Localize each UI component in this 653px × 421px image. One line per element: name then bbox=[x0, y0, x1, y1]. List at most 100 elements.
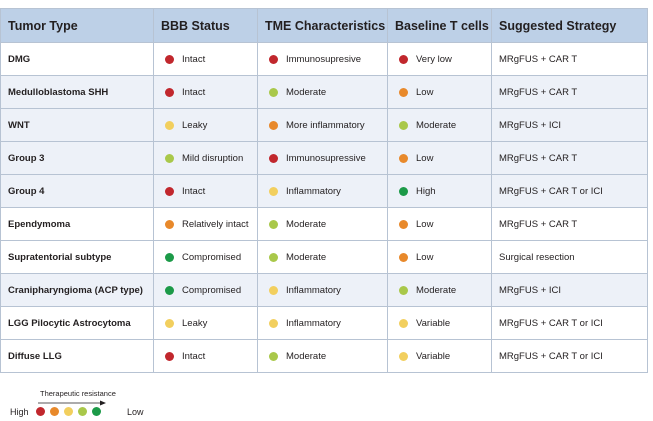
tme-cell: Inflammatory bbox=[257, 273, 388, 307]
tumor-type-cell: Cranipharyngioma (ACP type) bbox=[0, 273, 154, 307]
bbb-status-cell-text: Leaky bbox=[182, 317, 208, 329]
table-row: Supratentorial subtype Compromised Moderat… bbox=[0, 240, 648, 274]
arrow-right-icon bbox=[38, 400, 106, 406]
status-dot-icon bbox=[165, 153, 174, 163]
tme-cell-text: More inflammatory bbox=[286, 119, 365, 131]
status-dot-icon bbox=[399, 87, 408, 97]
status-dot-icon bbox=[165, 87, 174, 97]
status-dot-icon bbox=[269, 285, 278, 295]
bbb-status-cell: Intact bbox=[153, 42, 258, 76]
bbb-status-cell: Relatively intact bbox=[153, 207, 258, 241]
suggested-strategy-cell: MRgFUS + CAR T or ICI bbox=[491, 174, 648, 208]
bbb-status-cell: Intact bbox=[153, 75, 258, 109]
bbb-status-cell-text: Compromised bbox=[182, 251, 242, 263]
tme-cell: Immunosupresive bbox=[257, 42, 388, 76]
t-cells-cell-text: Very low bbox=[416, 53, 452, 65]
tme-cell-text: Immunosupressive bbox=[286, 152, 366, 164]
bbb-status-cell: Leaky bbox=[153, 306, 258, 340]
t-cells-cell-text: Low bbox=[416, 251, 434, 263]
suggested-strategy-cell: MRgFUS + CAR T bbox=[491, 75, 648, 109]
t-cells-cell-text: Low bbox=[416, 152, 434, 164]
header-tme-characteristics: TME Characteristics bbox=[257, 8, 388, 43]
tme-cell-text: Moderate bbox=[286, 350, 327, 362]
status-dot-icon bbox=[399, 351, 408, 361]
status-dot-icon bbox=[399, 153, 408, 163]
t-cells-cell: Low bbox=[387, 240, 492, 274]
table-row: Diffuse LLG Intact Moderate Variable MRgFUS … bbox=[0, 339, 648, 373]
bbb-status-cell-text: Compromised bbox=[182, 284, 242, 296]
bbb-status-cell-text: Leaky bbox=[182, 119, 208, 131]
status-dot-icon bbox=[399, 54, 408, 64]
t-cells-cell: Variable bbox=[387, 339, 492, 373]
suggested-strategy-cell: Surgical resection bbox=[491, 240, 648, 274]
legend-dot-icon bbox=[92, 407, 101, 416]
suggested-strategy-cell: MRgFUS + ICI bbox=[491, 273, 648, 307]
suggested-strategy-cell: MRgFUS + CAR T bbox=[491, 141, 648, 175]
table-row: Medulloblastoma SHH Intact Moderate Low MRgF… bbox=[0, 75, 648, 109]
suggested-strategy-cell: MRgFUS + CAR T or ICI bbox=[491, 339, 648, 373]
tumor-type-cell: Medulloblastoma SHH bbox=[0, 75, 154, 109]
status-dot-icon bbox=[399, 318, 408, 328]
status-dot-icon bbox=[399, 120, 408, 130]
legend-dot-icon bbox=[36, 407, 45, 416]
suggested-strategy-cell: MRgFUS + CAR T or ICI bbox=[491, 306, 648, 340]
bbb-status-cell: Leaky bbox=[153, 108, 258, 142]
table-row: DMG Intact Immunosupresive Very low MRgFUS +… bbox=[0, 42, 648, 76]
status-dot-icon bbox=[165, 318, 174, 328]
suggested-strategy-cell: MRgFUS + ICI bbox=[491, 108, 648, 142]
tme-cell-text: Moderate bbox=[286, 86, 327, 98]
tme-cell: More inflammatory bbox=[257, 108, 388, 142]
status-dot-icon bbox=[399, 285, 408, 295]
t-cells-cell-text: High bbox=[416, 185, 436, 197]
tumor-strategy-table: Tumor Type BBB Status TME Characteristic… bbox=[0, 8, 648, 373]
status-dot-icon bbox=[399, 252, 408, 262]
header-bbb-status: BBB Status bbox=[153, 8, 258, 43]
status-dot-icon bbox=[165, 186, 174, 196]
status-dot-icon bbox=[269, 318, 278, 328]
tme-cell-text: Inflammatory bbox=[286, 284, 341, 296]
t-cells-cell: Very low bbox=[387, 42, 492, 76]
tme-cell: Inflammatory bbox=[257, 174, 388, 208]
tme-cell: Immunosupressive bbox=[257, 141, 388, 175]
table-row: WNT Leaky More inflammatory Moderate MRgFUS … bbox=[0, 108, 648, 142]
tme-cell: Moderate bbox=[257, 75, 388, 109]
table-row: LGG Pilocytic Astrocytoma Leaky Inflammato… bbox=[0, 306, 648, 340]
header-suggested-strategy: Suggested Strategy bbox=[491, 8, 648, 43]
t-cells-cell: Low bbox=[387, 141, 492, 175]
tme-cell-text: Inflammatory bbox=[286, 317, 341, 329]
status-dot-icon bbox=[269, 252, 278, 262]
table-body: DMG Intact Immunosupresive Very low MRgFUS +… bbox=[0, 42, 648, 373]
legend: Therapeutic resistance High Low bbox=[4, 383, 164, 419]
bbb-status-cell-text: Intact bbox=[182, 86, 206, 98]
tme-cell: Moderate bbox=[257, 240, 388, 274]
status-dot-icon bbox=[399, 186, 408, 196]
tme-cell-text: Moderate bbox=[286, 251, 327, 263]
legend-color-scale bbox=[36, 407, 106, 416]
header-baseline-t-cells: Baseline T cells bbox=[387, 8, 492, 43]
tme-cell: Inflammatory bbox=[257, 306, 388, 340]
bbb-status-cell-text: Intact bbox=[182, 185, 206, 197]
status-dot-icon bbox=[165, 120, 174, 130]
status-dot-icon bbox=[269, 54, 278, 64]
legend-dot-icon bbox=[64, 407, 73, 416]
legend-dot-icon bbox=[78, 407, 87, 416]
tme-cell-text: Inflammatory bbox=[286, 185, 341, 197]
tumor-type-cell: Supratentorial subtype bbox=[0, 240, 154, 274]
tumor-type-cell: LGG Pilocytic Astrocytoma bbox=[0, 306, 154, 340]
tumor-type-cell: WNT bbox=[0, 108, 154, 142]
table-header-row: Tumor Type BBB Status TME Characteristic… bbox=[0, 8, 648, 43]
status-dot-icon bbox=[269, 87, 278, 97]
legend-arrow-label: Therapeutic resistance bbox=[40, 389, 116, 398]
t-cells-cell: Low bbox=[387, 207, 492, 241]
table-row: Cranipharyngioma (ACP type) Compromised In… bbox=[0, 273, 648, 307]
status-dot-icon bbox=[399, 219, 408, 229]
suggested-strategy-cell: MRgFUS + CAR T bbox=[491, 207, 648, 241]
tme-cell: Moderate bbox=[257, 207, 388, 241]
bbb-status-cell: Compromised bbox=[153, 273, 258, 307]
bbb-status-cell-text: Intact bbox=[182, 53, 206, 65]
t-cells-cell-text: Variable bbox=[416, 317, 451, 329]
bbb-status-cell-text: Intact bbox=[182, 350, 206, 362]
bbb-status-cell-text: Mild disruption bbox=[182, 152, 244, 164]
status-dot-icon bbox=[269, 153, 278, 163]
status-dot-icon bbox=[165, 285, 174, 295]
